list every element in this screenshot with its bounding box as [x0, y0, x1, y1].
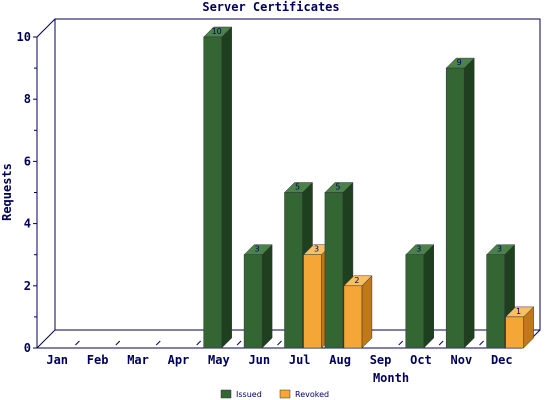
- bar-issued: 10: [203, 26, 233, 349]
- bar-front: [486, 254, 505, 349]
- y-axis-title: Requests: [0, 163, 14, 221]
- chart-title: Server Certificates: [202, 0, 339, 14]
- bar-issued: 3: [405, 244, 435, 349]
- bar-value-label: 5: [295, 183, 300, 192]
- x-axis-title: Month: [373, 371, 409, 385]
- x-tick-label: Aug: [329, 353, 351, 367]
- bar-value-label: 3: [497, 245, 502, 254]
- x-tick-label: Jul: [289, 353, 311, 367]
- x-tick-label: May: [208, 353, 230, 367]
- x-tick-mark: [115, 340, 121, 346]
- y-tick-label: 8: [24, 92, 31, 106]
- x-tick-mark: [155, 340, 161, 346]
- legend-label-revoked: Revoked: [295, 390, 329, 399]
- bar-front: [203, 36, 222, 349]
- bar-revoked: 2: [343, 275, 373, 349]
- y-axis-ticks: 0 2 4 6 8 10: [17, 30, 37, 355]
- x-tick-mark: [398, 340, 404, 346]
- bar-side: [463, 57, 475, 349]
- x-tick-label: Apr: [168, 353, 190, 367]
- legend-swatch-revoked: [279, 389, 291, 399]
- x-tick-label: Dec: [491, 353, 513, 367]
- bar-value-label: 3: [314, 245, 319, 254]
- bar-value-label: 3: [416, 245, 421, 254]
- legend-label-issued: Issued: [236, 390, 262, 399]
- x-tick-mark: [277, 340, 282, 346]
- bar-front: [405, 254, 424, 349]
- x-tick-label: Mar: [127, 353, 149, 367]
- x-tick-label: Feb: [87, 353, 109, 367]
- bar-value-label: 5: [335, 183, 340, 192]
- x-tick-label: Nov: [451, 353, 473, 367]
- x-tick-label: Jan: [46, 353, 68, 367]
- bar-value-label: 2: [354, 276, 359, 285]
- bar-side: [423, 244, 434, 349]
- x-tick-label: Oct: [410, 353, 432, 367]
- y-tick-label: 4: [24, 217, 31, 231]
- bar-side: [361, 275, 373, 349]
- bar-front: [284, 192, 303, 349]
- x-tick-mark: [479, 340, 484, 346]
- bars-group: 10 3 5 3 5 2 3 9 3 1: [203, 26, 535, 349]
- legend: Issued Revoked: [220, 389, 329, 399]
- legend-swatch-issued: [220, 389, 232, 399]
- bar-side: [221, 26, 232, 349]
- x-tick-mark: [236, 340, 242, 346]
- bar-value-label: 1: [516, 307, 521, 316]
- y-tick-label: 2: [24, 279, 31, 293]
- bar-front: [243, 254, 263, 349]
- bar-front: [343, 285, 363, 349]
- x-tick-label: Jun: [248, 353, 270, 367]
- bar-issued: 9: [445, 57, 475, 349]
- bar-value-label: 10: [212, 27, 222, 36]
- x-tick-mark: [438, 340, 444, 346]
- left-wall-edge: [36, 18, 56, 348]
- bar-value-label: 9: [457, 58, 462, 67]
- bar-side: [261, 244, 273, 349]
- bar-front: [505, 316, 524, 349]
- x-tick-mark: [196, 340, 202, 346]
- bar-front: [324, 192, 344, 349]
- floor-left-edge: [36, 329, 56, 349]
- y-tick-label: 10: [17, 30, 31, 44]
- x-axis-ticks: Jan Feb Mar Apr May Jun Jul Aug Sep Oct Nov Dec: [46, 340, 525, 367]
- y-tick-label: 6: [24, 154, 31, 168]
- x-tick-label: Sep: [370, 353, 392, 367]
- bar-front: [303, 254, 322, 349]
- bar-issued: 3: [243, 244, 273, 349]
- x-tick-mark: [75, 340, 80, 346]
- bar-front: [445, 67, 465, 349]
- bar-revoked: 1: [504, 306, 535, 349]
- bar-value-label: 3: [255, 245, 260, 254]
- y-tick-label: 0: [24, 341, 31, 355]
